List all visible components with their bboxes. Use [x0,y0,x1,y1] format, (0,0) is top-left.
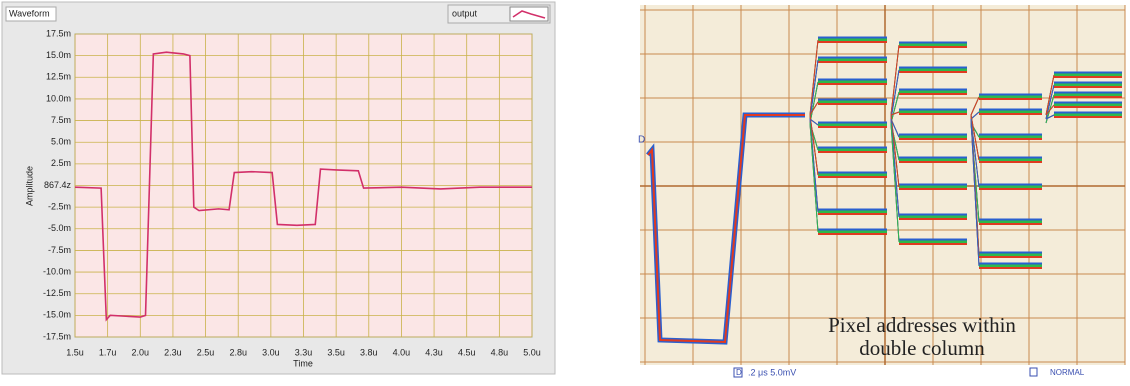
annotation: Pixel addresses within [828,313,1016,337]
y-tick-label: 17.5m [46,28,71,38]
y-axis-label: Amplitude [24,166,34,206]
mode-box [1030,368,1037,376]
annotation: double column [859,336,985,360]
x-tick-label: 3.0u [262,347,280,357]
y-tick-label: 10.0m [46,93,71,103]
x-tick-label: 2.3u [164,347,182,357]
x-tick-label: 2.5u [197,347,215,357]
y-tick-label: -12.5m [43,288,71,298]
channel-marker: D [638,135,645,146]
legend-label: output [452,8,478,18]
figure: Waveform output Time Amplitude D Pixel a… [0,0,1130,381]
x-tick-label: 2.0u [132,347,150,357]
y-tick-label: 2.5m [51,158,71,168]
y-tick-label: -2.5m [48,202,71,212]
mode: NORMAL [1050,368,1085,377]
x-axis-label: Time [293,358,313,368]
x-tick-label: 4.5u [458,347,476,357]
x-tick-label: 4.3u [425,347,443,357]
x-tick-label: 2.8u [229,347,247,357]
x-tick-label: 1.5u [66,347,84,357]
x-tick-label: 1.7u [99,347,117,357]
page: Waveform output Time Amplitude D Pixel a… [0,0,1130,381]
status: .2 μs 5.0mV [748,367,796,377]
y-tick-label: -7.5m [48,245,71,255]
x-tick-label: 3.8u [360,347,378,357]
x-tick-label: 4.8u [491,347,509,357]
x-tick-label: 3.3u [295,347,313,357]
y-tick-label: 12.5m [46,72,71,82]
channel-id: D [736,368,742,377]
y-tick-label: 15.0m [46,50,71,60]
x-tick-label: 5.0u [523,347,541,357]
x-tick-label: 4.0u [393,347,411,357]
chart-title: Waveform [9,8,50,18]
y-tick-label: -5.0m [48,223,71,233]
y-tick-label: -10.0m [43,266,71,276]
y-tick-label: -17.5m [43,331,71,341]
y-tick-label: 867.4z [44,180,72,190]
x-tick-label: 3.5u [327,347,345,357]
y-tick-label: 7.5m [51,115,71,125]
y-tick-label: 5.0m [51,137,71,147]
y-tick-label: -15.0m [43,310,71,320]
